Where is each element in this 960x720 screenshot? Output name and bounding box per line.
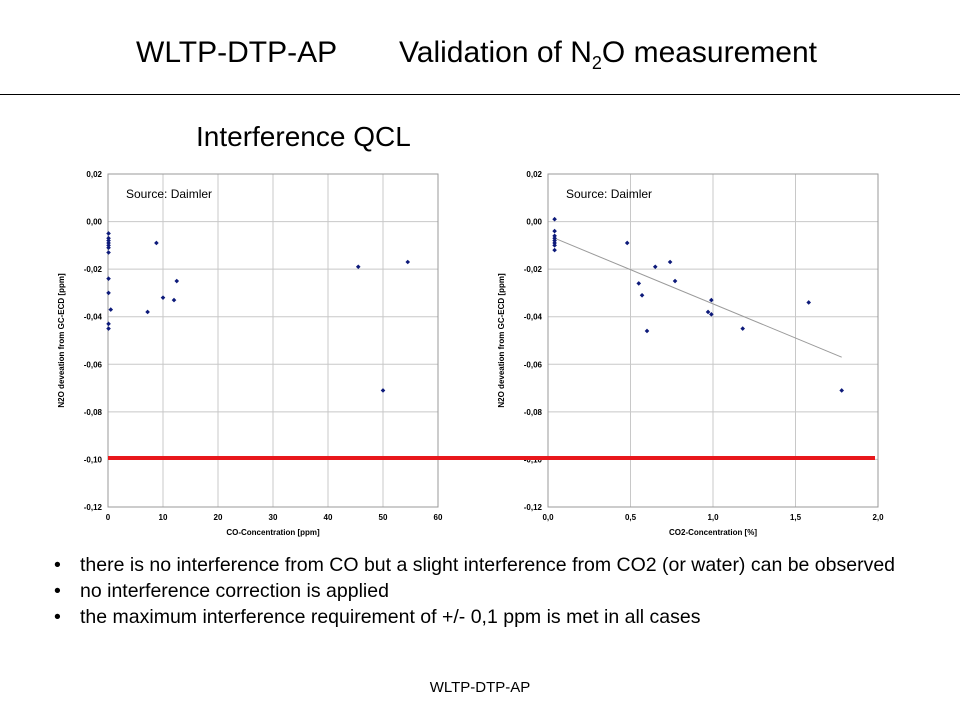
y-tick-label: 0,00	[86, 218, 102, 227]
x-tick-label: 0,5	[625, 513, 637, 522]
bullet-list: there is no interference from CO but a s…	[54, 552, 914, 630]
x-tick-label: 20	[214, 513, 223, 522]
data-point	[652, 264, 658, 270]
data-point	[106, 231, 111, 236]
slide-title: WLTP-DTP-AP Validation of N2O measuremen…	[0, 30, 960, 80]
y-tick-label: -0,04	[84, 313, 103, 322]
data-point	[174, 278, 180, 284]
y-tick-label: -0,02	[524, 265, 543, 274]
data-point	[639, 293, 645, 298]
source-label: Source: Daimler	[126, 187, 212, 201]
data-point	[552, 240, 557, 246]
data-point	[106, 276, 111, 281]
x-tick-label: 10	[159, 513, 168, 522]
co-scatter-chart: 0 10 20 30 40 50 60 0,02 0,00 -0,02 -0,04 -0,06 -0,0…	[57, 170, 443, 537]
y-tick-label: -0,02	[84, 265, 103, 274]
data-point	[106, 235, 111, 241]
bullet-item: there is no interference from CO but a s…	[54, 552, 914, 578]
data-point	[106, 245, 111, 251]
data-point	[839, 388, 844, 393]
plot-frame	[547, 173, 879, 508]
data-point	[636, 281, 642, 286]
y-tick-label: 0,02	[526, 170, 542, 179]
data-point	[667, 259, 673, 265]
data-point	[108, 307, 114, 312]
y-tick-label: -0,04	[524, 313, 543, 322]
x-tick-label: 1,0	[707, 513, 719, 522]
data-point	[552, 228, 557, 234]
title-project: WLTP-DTP-AP	[136, 36, 338, 69]
x-tick-label: 0	[106, 513, 111, 522]
title-divider	[0, 94, 960, 95]
x-axis-label: CO2-Concentration [%]	[669, 528, 757, 537]
data-point	[171, 297, 177, 303]
x-tick-label: 40	[324, 513, 333, 522]
data-point	[106, 326, 111, 331]
x-axis-label: CO-Concentration [ppm]	[226, 528, 320, 537]
plot-frame	[107, 173, 439, 508]
bullet-item: no interference correction is applied	[54, 578, 914, 604]
data-point	[552, 235, 557, 241]
y-tick-label: 0,02	[86, 170, 102, 179]
y-tick-label: -0,08	[84, 408, 103, 417]
data-point	[806, 300, 811, 305]
slide-subtitle: Interference QCL	[196, 121, 411, 152]
data-point	[160, 295, 166, 300]
trend-line	[554, 237, 842, 358]
data-point	[106, 240, 111, 246]
limit-line	[108, 456, 875, 460]
source-label: Source: Daimler	[566, 187, 652, 201]
data-point	[145, 309, 150, 315]
y-tick-label: -0,06	[84, 360, 103, 369]
data-point	[405, 259, 411, 265]
bullet-item: the maximum interference requirement of …	[54, 604, 914, 630]
data-point	[552, 238, 557, 243]
y-axis-label: N2O deveation from GC-ECD [ppm]	[497, 273, 506, 408]
data-point	[705, 309, 711, 315]
data-point	[644, 328, 650, 334]
x-tick-label: 60	[434, 513, 443, 522]
footer-label: WLTP-DTP-AP	[429, 679, 531, 696]
data-point	[552, 233, 557, 239]
data-point	[709, 297, 714, 303]
data-point	[106, 290, 111, 296]
data-point	[380, 388, 386, 393]
y-tick-label: 0,00	[526, 218, 542, 227]
data-point	[106, 243, 111, 248]
data-point	[624, 240, 630, 246]
data-point	[709, 312, 714, 317]
data-point	[740, 326, 745, 331]
y-tick-label: -0,06	[524, 360, 543, 369]
y-tick-label: -0,10	[84, 455, 103, 464]
data-point	[106, 250, 111, 255]
co2-scatter-chart: 0,0 0,5 1,0 1,5 2,0 0,02 0,00 -0,02 -0,04 -0,06 -0…	[497, 170, 884, 537]
y-axis-label: N2O deveation from GC-ECD [ppm]	[57, 273, 66, 408]
data-point	[355, 264, 361, 270]
data-point	[672, 278, 678, 284]
y-tick-label: -0,12	[84, 503, 103, 512]
data-point	[154, 240, 159, 246]
x-tick-label: 0,0	[542, 513, 554, 522]
data-point	[106, 321, 111, 327]
x-tick-label: 2,0	[872, 513, 884, 522]
data-point	[552, 247, 557, 253]
x-tick-label: 50	[379, 513, 388, 522]
y-tick-label: -0,12	[524, 503, 543, 512]
x-tick-label: 1,5	[790, 513, 802, 522]
data-point	[106, 238, 111, 243]
x-tick-label: 30	[269, 513, 278, 522]
data-point	[552, 243, 557, 248]
title-topic: Validation of N2O measurement	[399, 36, 817, 73]
y-tick-label: -0,08	[524, 408, 543, 417]
data-point	[552, 216, 557, 222]
